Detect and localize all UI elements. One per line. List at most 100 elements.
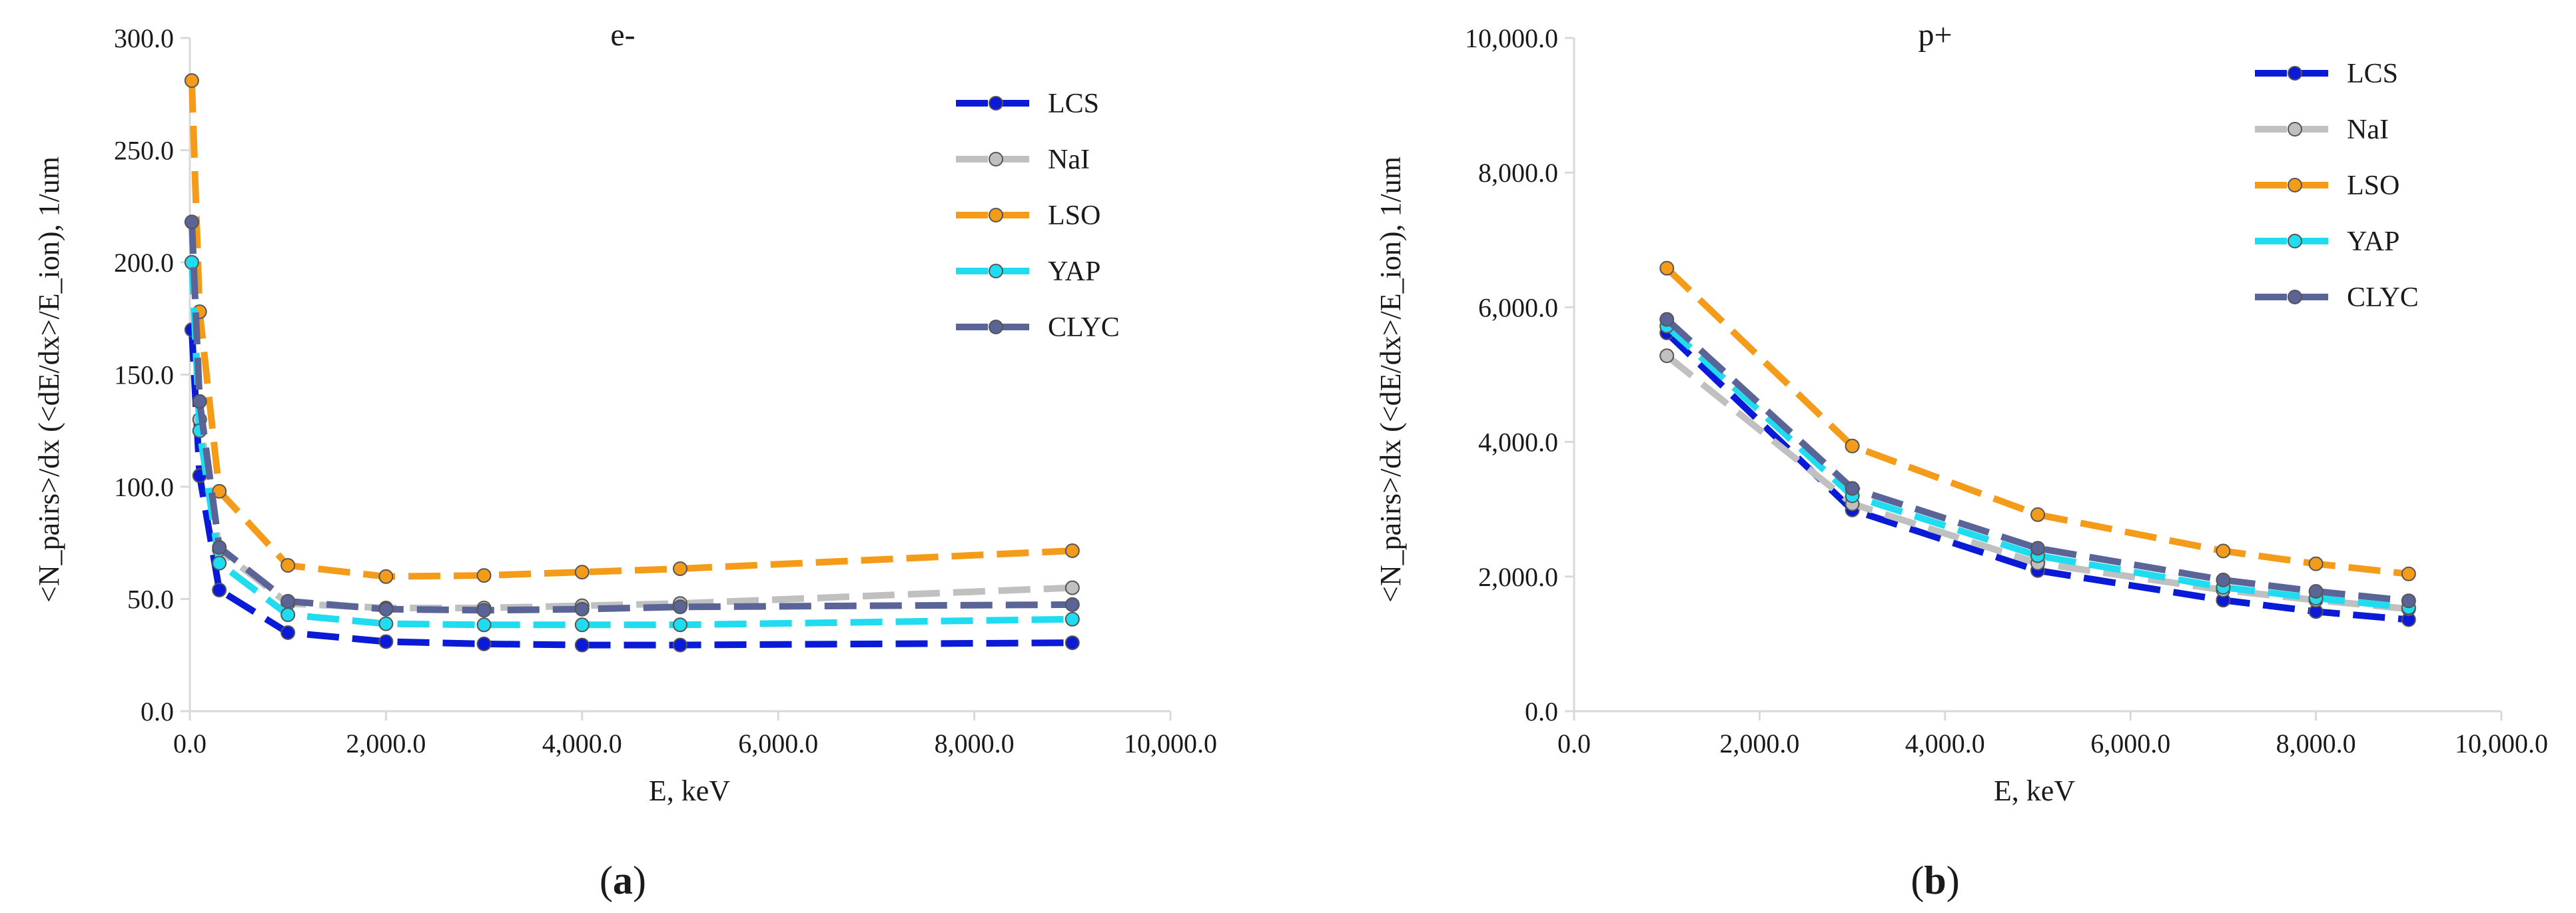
- legend-b: LCS NaI LSO YAP CLYC: [2255, 59, 2419, 313]
- data-point: [673, 637, 687, 653]
- legend-label: CLYC: [2347, 282, 2419, 313]
- data-point: [2308, 556, 2324, 571]
- legend-label: YAP: [2347, 226, 2399, 257]
- y-tick-label: 0.0: [1525, 697, 1558, 727]
- x-tick-label: 8,000.0: [935, 729, 1015, 759]
- data-point: [280, 625, 296, 640]
- x-tick-label: 0.0: [1557, 729, 1591, 759]
- y-tick-label: 6,000.0: [1478, 292, 1558, 322]
- data-point: [574, 617, 590, 633]
- data-point: [1065, 597, 1080, 612]
- y-ticks-a: 0.0 50.0 100.0 150.0 200.0 250.0 300.0: [114, 23, 190, 727]
- legend-label: NaI: [1048, 145, 1090, 175]
- legend-label: YAP: [1048, 256, 1100, 287]
- series-lso: [1659, 260, 2416, 581]
- y-tick-label: 4,000.0: [1478, 428, 1558, 457]
- data-point: [378, 616, 394, 631]
- chart-panel-b: p+ <N_pairs>/dx (<dE/dx>/E_ion), 1/um E,…: [1374, 17, 2548, 902]
- series-lcs: [184, 322, 1080, 653]
- legend-marker: [989, 264, 1003, 278]
- y-tick-label: 8,000.0: [1478, 158, 1558, 188]
- data-point: [2030, 507, 2045, 522]
- data-point: [184, 255, 199, 270]
- x-ticks-b: 0.0 2,000.0 4,000.0 6,000.0 8,000.0 10,000.0: [1557, 711, 2548, 759]
- legend-marker: [2288, 122, 2302, 137]
- data-point: [1065, 580, 1080, 595]
- legend-item-nai: NaI: [956, 145, 1090, 175]
- legend-label: CLYC: [1048, 312, 1120, 343]
- data-point: [184, 73, 199, 88]
- legend-marker: [989, 152, 1003, 166]
- x-axis-title-a: E, keV: [649, 774, 730, 807]
- y-tick-label: 150.0: [114, 360, 174, 390]
- legend-item-yap: YAP: [956, 256, 1100, 287]
- data-point: [2401, 593, 2416, 609]
- data-point: [280, 607, 296, 623]
- data-point: [184, 214, 199, 230]
- legend-marker: [2288, 66, 2302, 81]
- series-clyc: [184, 214, 1080, 618]
- y-tick-label: 10,000.0: [1465, 23, 1558, 53]
- data-point: [212, 483, 227, 499]
- data-point: [1659, 260, 1675, 276]
- x-axis-title-b: E, keV: [1994, 774, 2075, 807]
- legend-marker: [989, 208, 1003, 222]
- chart-panel-a: e- <N_pairs>/dx (<dE/dx>/E_ion), 1/um E,…: [33, 17, 1217, 902]
- y-tick-label: 300.0: [114, 23, 174, 53]
- data-point: [1659, 312, 1675, 327]
- data-point: [574, 601, 590, 617]
- x-tick-label: 6,000.0: [738, 729, 818, 759]
- legend-item-clyc: CLYC: [2255, 282, 2419, 313]
- y-tick-label: 2,000.0: [1478, 562, 1558, 592]
- y-tick-label: 250.0: [114, 136, 174, 166]
- series-line-yap: [1664, 324, 2409, 611]
- legend-item-nai: NaI: [2255, 115, 2389, 145]
- data-point: [1659, 348, 1675, 364]
- x-tick-label: 2,000.0: [346, 729, 426, 759]
- chart-title-b: p+: [1918, 17, 1952, 53]
- series-layer-b: [1659, 260, 2416, 627]
- x-tick-label: 0.0: [173, 729, 207, 759]
- data-point: [378, 634, 394, 649]
- data-point: [574, 565, 590, 580]
- y-axis-title-b: <N_pairs>/dx (<dE/dx>/E_ion), 1/um: [1374, 156, 1407, 603]
- series-line-nai: [188, 262, 1073, 611]
- data-point: [476, 568, 492, 583]
- legend-marker: [989, 96, 1003, 111]
- data-point: [673, 561, 687, 576]
- y-tick-label: 0.0: [141, 697, 174, 727]
- legend-marker: [2288, 178, 2302, 192]
- x-tick-label: 4,000.0: [1905, 729, 1985, 759]
- data-point: [476, 617, 492, 633]
- axes-b: [1573, 38, 2501, 713]
- x-tick-label: 10,000.0: [1124, 729, 1217, 759]
- series-line-lso: [1664, 266, 2409, 577]
- x-tick-label: 4,000.0: [542, 729, 622, 759]
- legend-item-lso: LSO: [2255, 170, 2399, 201]
- series-clyc: [1659, 312, 2416, 609]
- series-layer-a: [184, 73, 1080, 653]
- axes-a: [189, 38, 1170, 713]
- legend-marker: [2288, 290, 2302, 304]
- legend-label: LSO: [2347, 170, 2399, 201]
- data-point: [673, 599, 687, 615]
- series-line-clyc: [188, 222, 1073, 614]
- series-line-lso: [188, 80, 1073, 580]
- chart-title-a: e-: [610, 17, 635, 53]
- data-point: [192, 394, 207, 409]
- data-point: [2216, 572, 2231, 587]
- data-point: [212, 540, 227, 555]
- series-yap: [184, 255, 1080, 633]
- data-point: [280, 593, 296, 609]
- legend-label: LSO: [1048, 200, 1100, 231]
- data-point: [2216, 543, 2231, 559]
- legend-label: LCS: [2347, 59, 2398, 89]
- data-point: [378, 601, 394, 617]
- data-point: [1065, 635, 1080, 651]
- legend-marker: [2288, 234, 2302, 248]
- series-lso: [184, 73, 1080, 584]
- data-point: [1065, 543, 1080, 558]
- data-point: [2401, 566, 2416, 581]
- y-ticks-b: 0.0 2,000.0 4,000.0 6,000.0 8,000.0 10,000.0: [1465, 23, 1574, 727]
